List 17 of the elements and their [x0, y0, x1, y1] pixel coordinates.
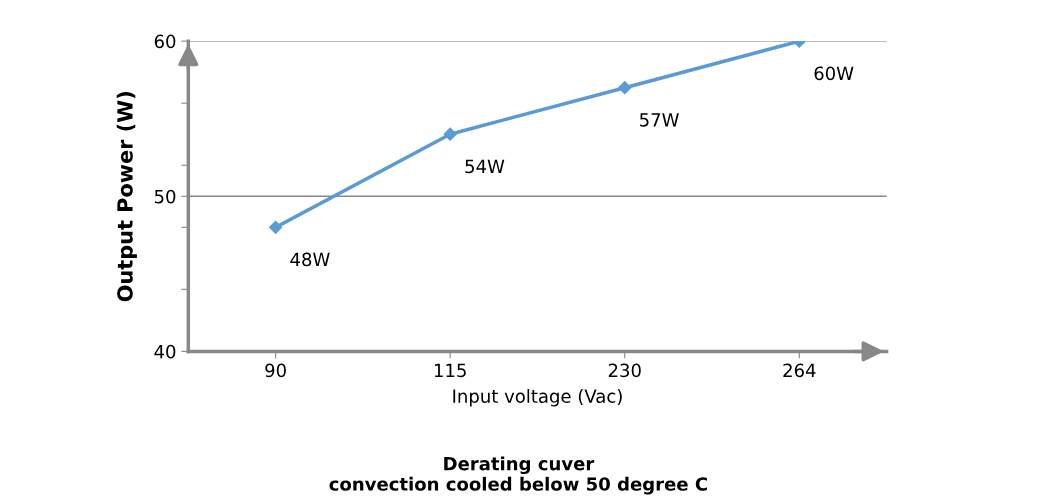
text: Derating cuver convection cooled below 50 degree C [329, 456, 707, 495]
x-tick-label: 90 [265, 363, 286, 378]
data-label: 57W [640, 113, 679, 127]
data-label: 54W [465, 159, 505, 174]
point [618, 81, 632, 95]
x-tick-label: 115 [434, 363, 466, 378]
x-axis-title: Input voltage (Vac) [453, 389, 622, 407]
point [443, 127, 457, 141]
x-tick-label: 264 [783, 363, 816, 378]
y-tick-label: 40 [154, 344, 176, 359]
x-tick-label: 230 [608, 363, 641, 378]
data-label: 48W [290, 252, 330, 267]
point [269, 220, 283, 234]
data-label: 60W [814, 66, 854, 81]
y-axis-title: Output Power (W) [116, 92, 137, 302]
y-tick-label: 50 [154, 189, 176, 204]
y-tick-label: 60 [154, 34, 176, 49]
